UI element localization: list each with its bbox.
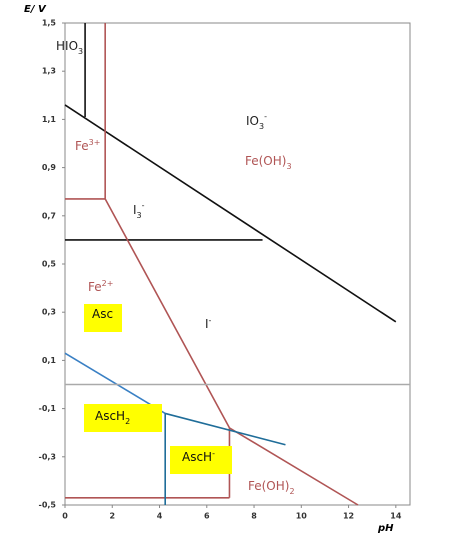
x-tick-label: 2: [109, 512, 115, 521]
region-label: HIO3: [56, 39, 83, 56]
boundary-line: [229, 427, 359, 506]
y-tick-label: -0,3: [39, 452, 57, 461]
label-sup: -: [209, 316, 212, 325]
label-sub: 3: [286, 162, 291, 171]
label-sub: 3: [137, 211, 142, 220]
label-text: IO: [246, 114, 259, 128]
region-label: Fe(OH)2: [248, 479, 295, 496]
y-axis-label: E/ V: [24, 4, 47, 15]
label-text: Asc: [92, 307, 113, 321]
label-sup: 2+: [102, 279, 114, 288]
y-tick-label: 0,3: [42, 308, 56, 317]
y-tick-label: 0,5: [42, 260, 57, 269]
label-text: AscH: [95, 409, 125, 423]
label-text: Fe: [88, 280, 102, 294]
region-label: Asc: [92, 307, 113, 321]
x-tick-label: 0: [62, 512, 68, 521]
label-highlight: [84, 304, 122, 332]
label-text: I: [133, 203, 137, 217]
label-sub: 3: [259, 122, 264, 131]
label-sup: 3+: [89, 138, 101, 147]
x-axis-label: pH: [377, 523, 394, 534]
label-sup: -: [212, 449, 215, 458]
x-tick-label: 8: [251, 512, 257, 521]
y-tick-label: 0,9: [42, 163, 57, 172]
region-label: IO3-: [246, 112, 267, 131]
y-tick-label: 0,1: [42, 356, 57, 365]
x-tick-label: 4: [157, 512, 163, 521]
y-tick-label: 1,3: [42, 67, 56, 76]
y-tick-label: -0,1: [39, 404, 57, 413]
label-sub: 3: [78, 47, 83, 56]
x-tick-label: 14: [390, 512, 402, 521]
label-highlight: [84, 404, 162, 432]
boundary-line: [164, 412, 286, 446]
region-label: Fe(OH)3: [245, 154, 292, 171]
label-highlight: [170, 446, 232, 474]
x-tick-label: 10: [296, 512, 308, 521]
label-sub: 2: [289, 487, 294, 496]
x-tick-label: 6: [204, 512, 210, 521]
region-label: AscH-: [182, 449, 215, 464]
label-text: HIO: [56, 39, 78, 53]
x-tick-label: 12: [343, 512, 354, 521]
label-sup: -: [264, 112, 267, 121]
boundary-line: [64, 104, 397, 323]
y-tick-label: 1,1: [42, 115, 57, 124]
region-label: I-: [205, 316, 212, 331]
boundary-line: [64, 352, 166, 415]
region-label: AscH2: [95, 409, 130, 426]
label-sub: 2: [125, 417, 130, 426]
boundary-line: [104, 198, 231, 429]
label-text: Fe(OH): [245, 154, 286, 168]
label-sup: -: [142, 201, 145, 210]
label-text: Fe(OH): [248, 479, 289, 493]
label-text: Fe: [75, 139, 89, 153]
region-label: I3-: [133, 201, 145, 220]
label-text: I: [205, 317, 209, 331]
label-text: AscH: [182, 450, 212, 464]
region-label: Fe3+: [75, 138, 100, 153]
y-tick-label: -0,5: [39, 501, 57, 510]
y-tick-label: 0,7: [42, 211, 56, 220]
region-label: Fe2+: [88, 279, 113, 294]
y-tick-label: 1,5: [42, 19, 57, 28]
